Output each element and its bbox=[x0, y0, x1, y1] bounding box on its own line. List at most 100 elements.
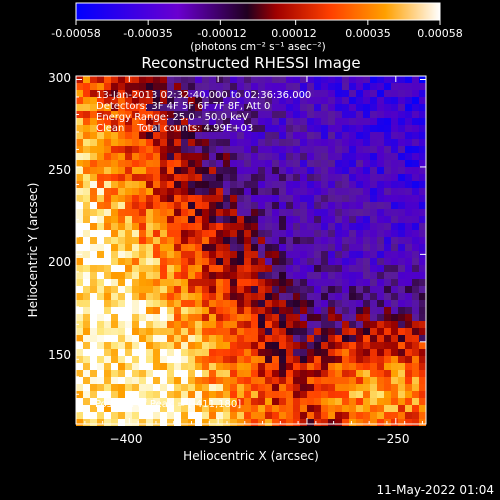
heatmap-cell bbox=[363, 90, 370, 97]
heatmap-cell bbox=[132, 181, 139, 188]
heatmap-cell bbox=[153, 146, 160, 153]
heatmap-cell bbox=[251, 328, 258, 335]
heatmap-cell bbox=[76, 237, 83, 244]
heatmap-cell bbox=[300, 314, 307, 321]
heatmap-cell bbox=[237, 139, 244, 146]
heatmap-cell bbox=[230, 160, 237, 167]
heatmap-cell bbox=[146, 216, 153, 223]
heatmap-cell bbox=[314, 216, 321, 223]
heatmap-cell bbox=[405, 363, 412, 370]
heatmap-cell bbox=[132, 153, 139, 160]
heatmap-cell bbox=[328, 230, 335, 237]
heatmap-cell bbox=[181, 412, 188, 419]
heatmap-cell bbox=[384, 216, 391, 223]
heatmap-cell bbox=[286, 377, 293, 384]
heatmap-cell bbox=[314, 412, 321, 419]
heatmap-cell bbox=[300, 349, 307, 356]
heatmap-cell bbox=[265, 90, 272, 97]
heatmap-cell bbox=[111, 244, 118, 251]
heatmap-cell bbox=[258, 342, 265, 349]
heatmap-cell bbox=[279, 216, 286, 223]
heatmap-cell bbox=[405, 384, 412, 391]
heatmap-cell bbox=[370, 160, 377, 167]
heatmap-cell bbox=[209, 300, 216, 307]
heatmap-cell bbox=[167, 272, 174, 279]
heatmap-cell bbox=[370, 83, 377, 90]
heatmap-cell bbox=[265, 398, 272, 405]
heatmap-cell bbox=[139, 83, 146, 90]
heatmap-cell bbox=[174, 216, 181, 223]
heatmap-cell bbox=[195, 328, 202, 335]
heatmap-cell bbox=[202, 125, 209, 132]
heatmap-cell bbox=[76, 328, 83, 335]
heatmap-cell bbox=[328, 111, 335, 118]
heatmap-cell bbox=[244, 363, 251, 370]
annotation-total-counts: Clean Total counts: 4.99E+03 bbox=[96, 123, 253, 134]
heatmap-cell bbox=[356, 118, 363, 125]
heatmap-cell bbox=[76, 118, 83, 125]
heatmap-cell bbox=[342, 258, 349, 265]
heatmap-cell bbox=[272, 251, 279, 258]
heatmap-cell bbox=[244, 174, 251, 181]
heatmap-cell bbox=[258, 125, 265, 132]
heatmap-cell bbox=[132, 363, 139, 370]
heatmap-cell bbox=[300, 391, 307, 398]
heatmap-cell bbox=[405, 202, 412, 209]
heatmap-cell bbox=[398, 237, 405, 244]
heatmap-cell bbox=[104, 83, 111, 90]
heatmap-cell bbox=[202, 391, 209, 398]
heatmap-cell bbox=[349, 307, 356, 314]
heatmap-cell bbox=[321, 174, 328, 181]
heatmap-cell bbox=[132, 398, 139, 405]
heatmap-cell bbox=[104, 76, 111, 83]
heatmap-cell bbox=[384, 181, 391, 188]
heatmap-cell bbox=[83, 349, 90, 356]
heatmap-cell bbox=[244, 160, 251, 167]
heatmap-cell bbox=[139, 251, 146, 258]
heatmap-cell bbox=[342, 202, 349, 209]
heatmap-cell bbox=[104, 132, 111, 139]
heatmap-cell bbox=[104, 111, 111, 118]
heatmap-cell bbox=[244, 307, 251, 314]
heatmap-cell bbox=[146, 251, 153, 258]
heatmap-cell bbox=[405, 209, 412, 216]
heatmap-cell bbox=[167, 293, 174, 300]
heatmap-cell bbox=[307, 153, 314, 160]
heatmap-cell bbox=[391, 132, 398, 139]
heatmap-cell bbox=[335, 104, 342, 111]
heatmap-cell bbox=[251, 363, 258, 370]
heatmap-cell bbox=[125, 132, 132, 139]
heatmap-cell bbox=[293, 398, 300, 405]
heatmap-cell bbox=[195, 384, 202, 391]
heatmap-cell bbox=[195, 321, 202, 328]
heatmap-cell bbox=[216, 153, 223, 160]
heatmap-cell bbox=[335, 202, 342, 209]
heatmap-cell bbox=[314, 300, 321, 307]
heatmap-cell bbox=[230, 76, 237, 83]
heatmap-cell bbox=[349, 139, 356, 146]
heatmap-cell bbox=[265, 265, 272, 272]
heatmap-cell bbox=[223, 321, 230, 328]
heatmap-cell bbox=[153, 244, 160, 251]
heatmap-cell bbox=[398, 146, 405, 153]
heatmap-cell bbox=[216, 342, 223, 349]
heatmap-cell bbox=[293, 237, 300, 244]
heatmap-cell bbox=[188, 118, 195, 125]
heatmap-cell bbox=[111, 286, 118, 293]
heatmap-cell bbox=[125, 265, 132, 272]
heatmap-cell bbox=[391, 419, 398, 426]
heatmap-cell bbox=[377, 76, 384, 83]
heatmap-cell bbox=[153, 356, 160, 363]
heatmap-cell bbox=[104, 139, 111, 146]
heatmap-cell bbox=[132, 83, 139, 90]
heatmap-cell bbox=[76, 132, 83, 139]
heatmap-cell bbox=[111, 335, 118, 342]
heatmap-cell bbox=[258, 216, 265, 223]
heatmap-cell bbox=[314, 398, 321, 405]
heatmap-cell bbox=[349, 237, 356, 244]
heatmap-cell bbox=[328, 97, 335, 104]
heatmap-cell bbox=[174, 419, 181, 426]
heatmap-cell bbox=[384, 412, 391, 419]
heatmap-cell bbox=[153, 272, 160, 279]
heatmap-cell bbox=[412, 412, 419, 419]
